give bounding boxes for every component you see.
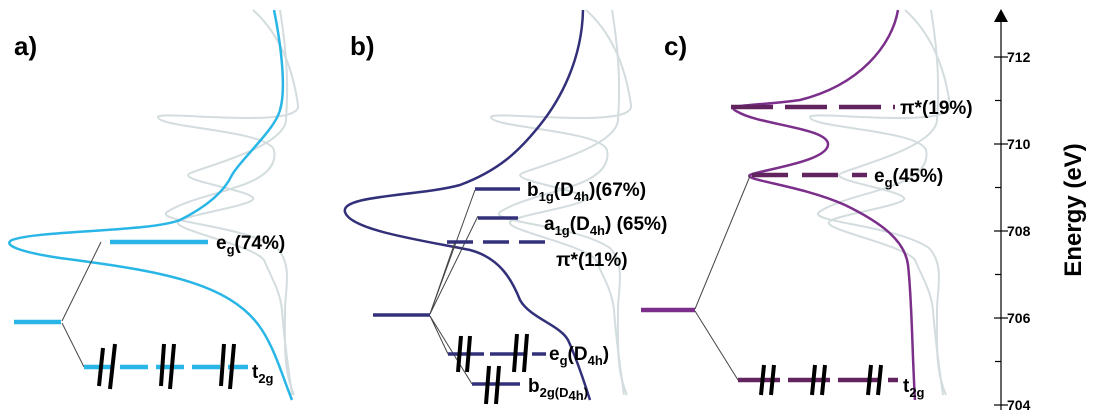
tick-label: 710 <box>1007 136 1031 152</box>
energy-axis: Energy (eV) 704 706 708 710 712 <box>994 9 1087 413</box>
panel-b-label: b) <box>350 31 375 61</box>
spectrum-curve-a <box>8 9 294 401</box>
t2g-label: t2g <box>903 376 925 400</box>
tick-label: 708 <box>1007 223 1031 239</box>
a1g-label: a1g(D4h) (65%) <box>544 214 667 238</box>
tick-label: 704 <box>1007 397 1031 413</box>
correlation-line <box>694 175 751 310</box>
correlation-line <box>694 310 739 381</box>
t2g-level <box>738 364 898 396</box>
tick-label: 712 <box>1007 49 1031 65</box>
axis-arrow-icon <box>994 9 1008 22</box>
t2g-label: t2g <box>252 362 274 386</box>
correlation-line <box>429 315 473 385</box>
axis-title: Energy (eV) <box>1060 143 1087 276</box>
correlation-line <box>61 322 85 368</box>
correlation-line <box>61 241 102 322</box>
reference-spectrum <box>827 9 944 396</box>
b1g-label: b1g(D4h)(67%) <box>527 180 646 204</box>
reference-spectrum <box>157 9 300 396</box>
tick-label: 706 <box>1007 310 1031 326</box>
reference-spectrum <box>490 9 633 396</box>
spectrum-curve-b <box>343 9 592 401</box>
eg-d4h-level <box>448 333 546 373</box>
b2g-level <box>472 365 520 405</box>
pi-star-label: π*(11%) <box>556 250 628 271</box>
correlation-line <box>429 315 449 355</box>
panel-c-label: c) <box>664 31 687 61</box>
eg-label: eg(74%) <box>216 233 285 257</box>
panel-c: c) π*(19%) eg(45%) t2g <box>641 9 973 401</box>
reference-spectrum <box>176 9 293 396</box>
panel-a-label: a) <box>14 31 37 61</box>
spectrum-curve-c <box>732 9 917 401</box>
pi-star-label: π*(19%) <box>900 98 973 119</box>
panel-a: a) eg(74%) t2g <box>8 9 300 401</box>
eg-label: eg(45%) <box>874 166 943 190</box>
eg-d4h-label: eg(D4h) <box>549 344 609 368</box>
b2g-label: b2g(D4h) <box>528 376 588 403</box>
t2g-level <box>84 343 248 390</box>
reference-spectrum <box>809 9 952 396</box>
correlation-line <box>429 215 479 315</box>
correlation-line <box>429 241 456 315</box>
panel-b: b) b1g(D4h)(67%) a1g(D4h) (65%) <box>343 9 667 405</box>
